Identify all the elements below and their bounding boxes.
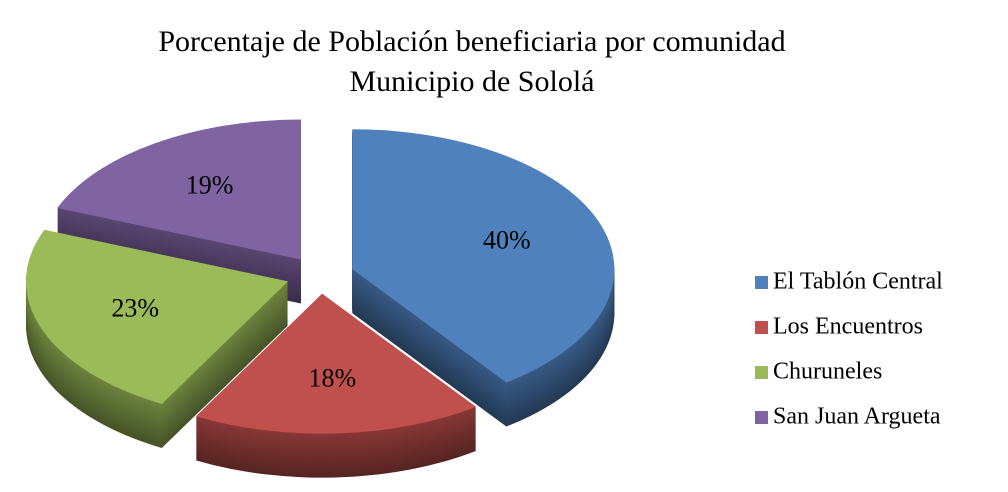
- data-label: 19%: [186, 171, 234, 200]
- slice: [352, 129, 615, 427]
- legend-swatch: [755, 366, 768, 379]
- legend-swatch: [755, 321, 768, 334]
- legend-label: El Tablón Central: [773, 269, 943, 295]
- legend-swatch: [755, 411, 768, 424]
- chart-title: Municipio de Sololá: [350, 65, 595, 98]
- slice: [195, 293, 477, 478]
- slice-top: [26, 229, 289, 405]
- legend-label: Los Encuentros: [773, 314, 923, 340]
- data-label: 18%: [308, 363, 356, 392]
- slice: [26, 229, 289, 449]
- legend-label: San Juan Argueta: [773, 404, 941, 430]
- slice-top: [195, 293, 477, 434]
- slice-top: [57, 119, 301, 260]
- legend-swatch: [755, 276, 768, 289]
- legend-label: Churuneles: [773, 359, 882, 385]
- slice: [57, 119, 301, 304]
- chart-title: Porcentaje de Población beneficiaria por…: [158, 25, 785, 58]
- data-label: 23%: [111, 294, 159, 323]
- slice-top: [352, 129, 615, 383]
- data-label: 40%: [483, 225, 531, 254]
